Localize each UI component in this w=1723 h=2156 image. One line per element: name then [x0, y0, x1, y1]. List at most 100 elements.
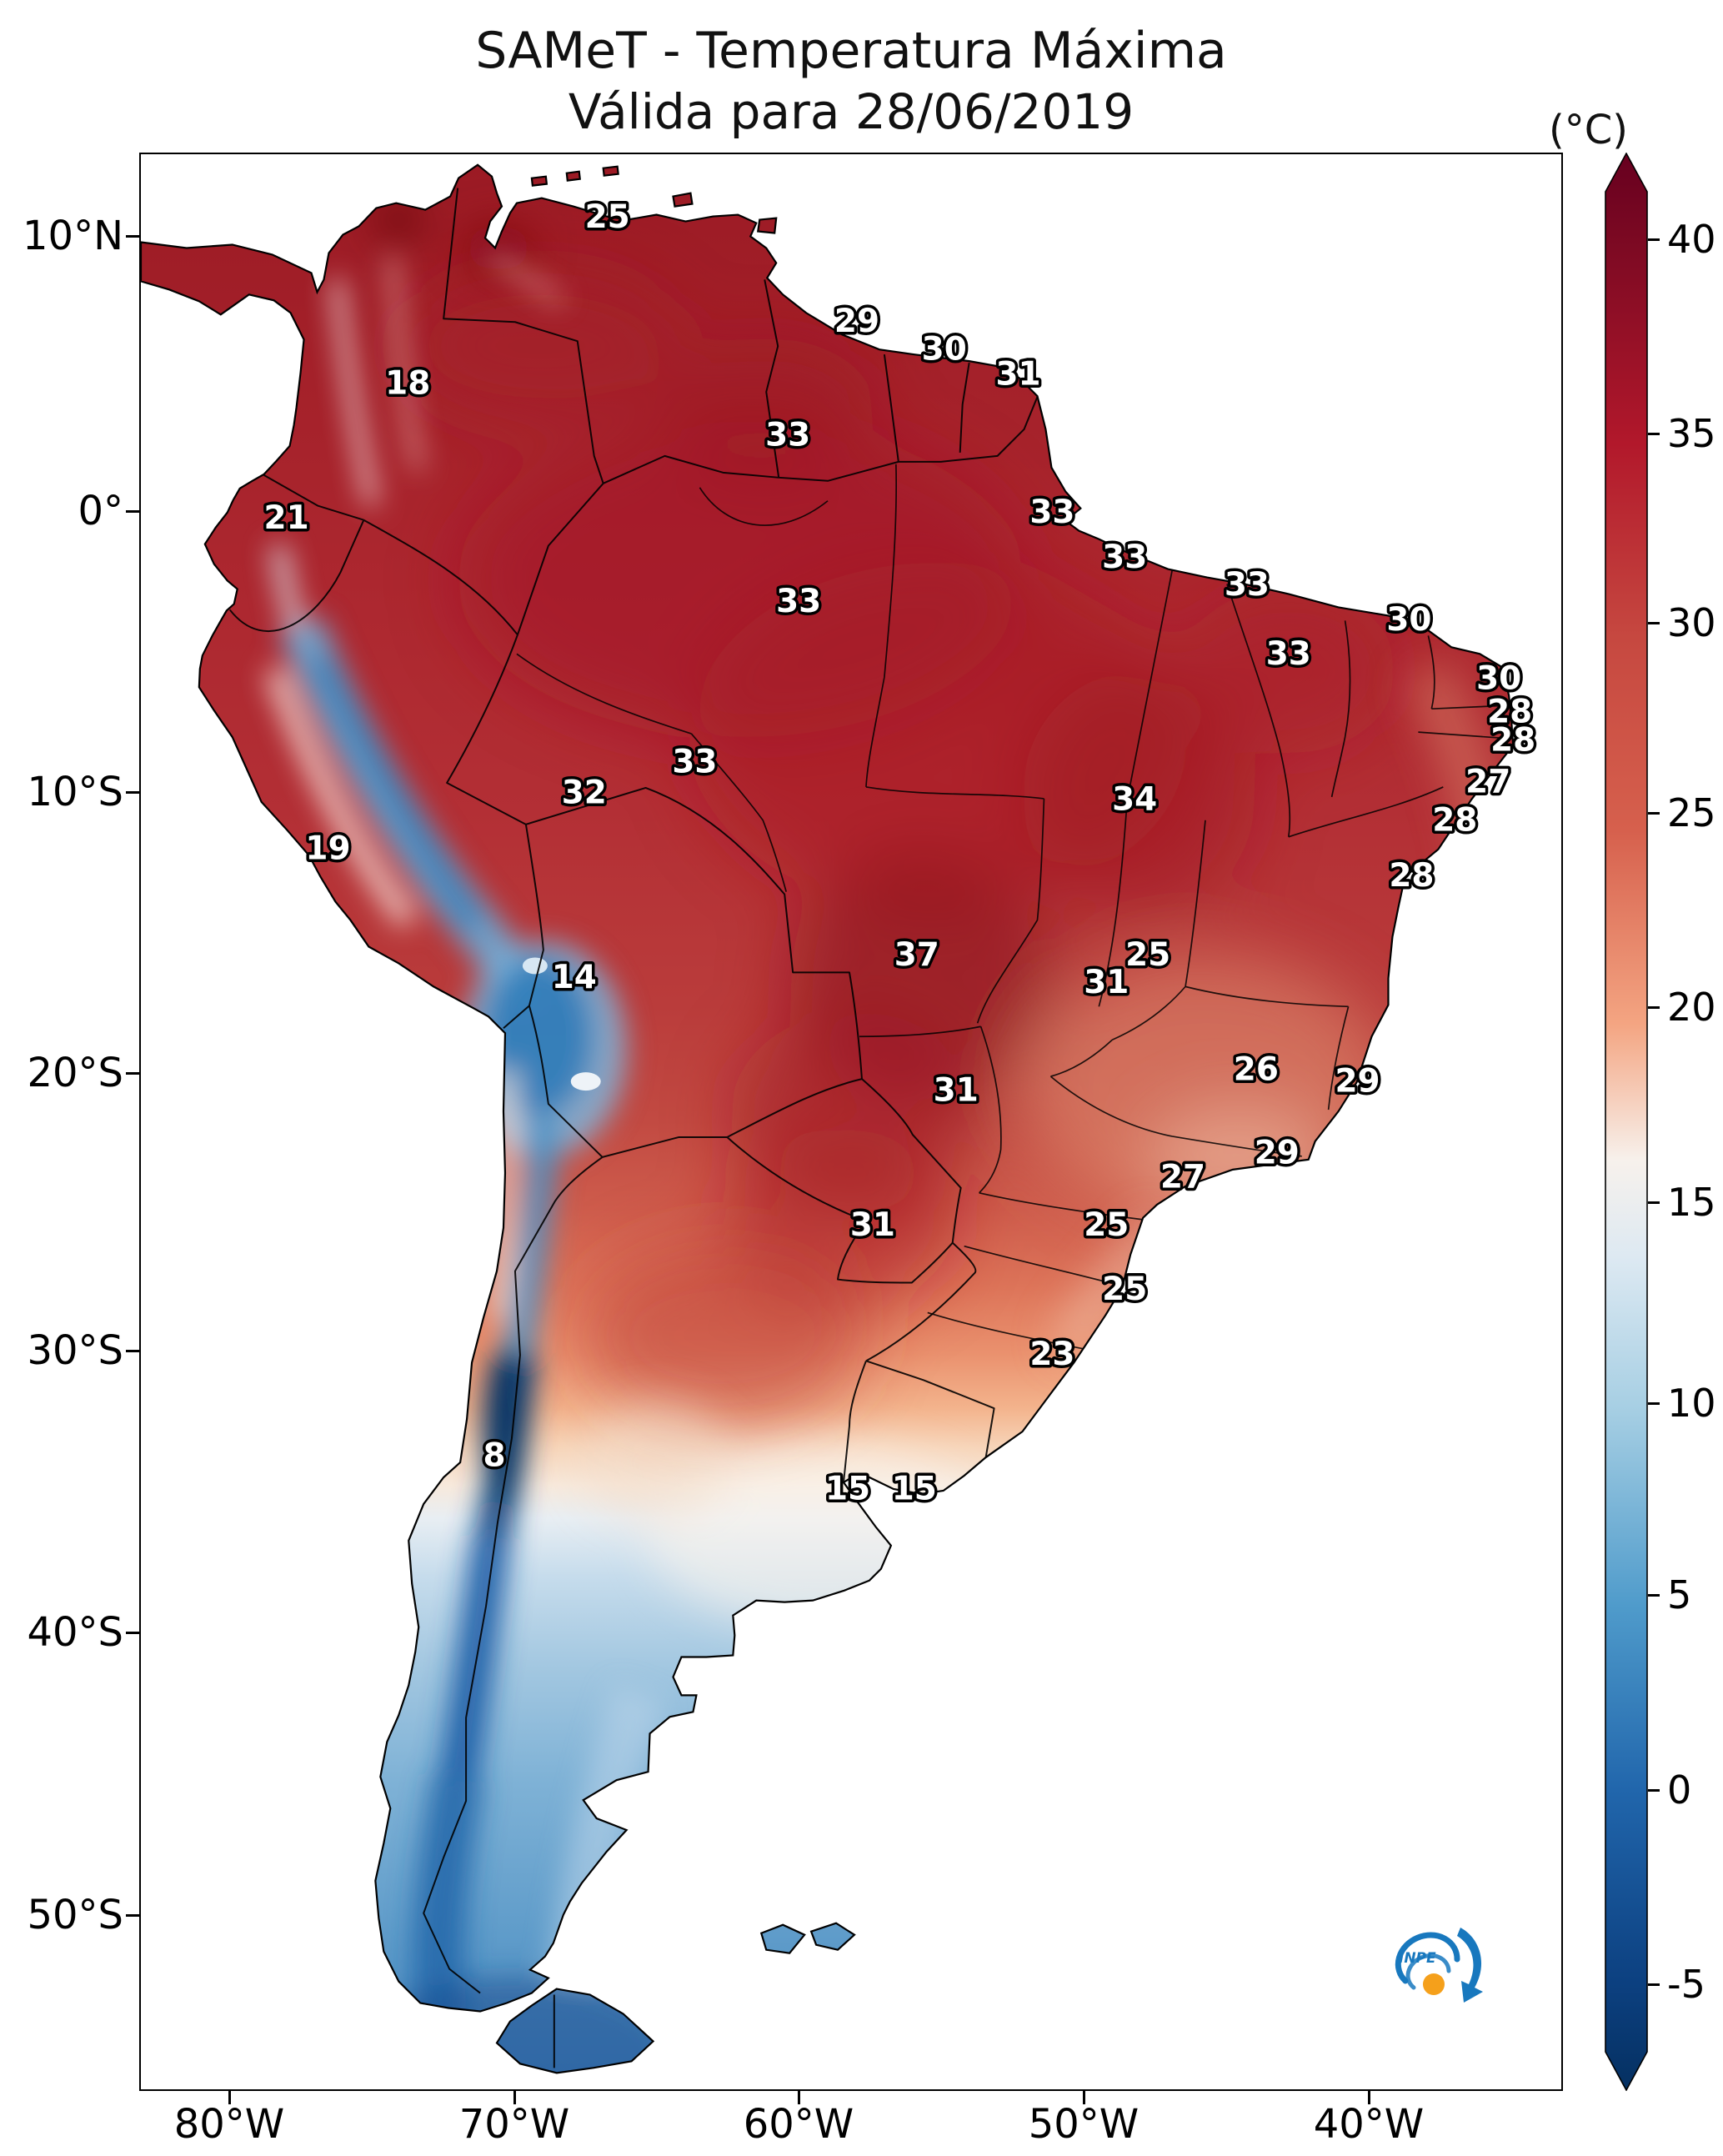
temperature-value-label: 19	[305, 830, 350, 867]
temperature-value-label: 31	[850, 1206, 895, 1244]
colorbar-tick-mark	[1648, 1401, 1660, 1405]
colorbar-tick-label: 30	[1667, 600, 1716, 645]
temperature-value-label: 28	[1490, 722, 1535, 760]
temperature-value-label: 28	[1389, 857, 1434, 895]
figure-title: SAMeT - Temperatura Máxima	[475, 22, 1227, 80]
colorbar-tick-mark	[1648, 1788, 1660, 1792]
temperature-value-label: 15	[825, 1470, 870, 1507]
temperature-value-label: 29	[1335, 1063, 1380, 1101]
colorbar-tick-mark	[1648, 432, 1660, 435]
temperature-value-label: 21	[264, 499, 309, 537]
map-plot-area: 25 29 30 31 18 33 21 33 33 33 33 30 33 30 28 28 27 33 32 34…	[139, 153, 1563, 2091]
x-axis-tick-mark	[228, 2091, 231, 2104]
temperature-value-label: 8	[483, 1437, 505, 1475]
y-axis-tick-mark	[126, 1631, 139, 1634]
temperature-value-label: 25	[1084, 1206, 1129, 1244]
temperature-value-label: 29	[834, 303, 879, 340]
colorbar-tick-mark	[1648, 621, 1660, 624]
country-borders	[228, 188, 1039, 2068]
temperature-value-label: 25	[1102, 1271, 1147, 1308]
y-axis-tick-label: 0°	[78, 488, 123, 534]
temperature-value-label: 14	[552, 959, 597, 996]
colorbar	[1605, 153, 1648, 2091]
y-axis-tick-label: 20°S	[27, 1050, 123, 1096]
x-axis-tick-label: 50°W	[1028, 2101, 1139, 2148]
colorbar-tick-label: 15	[1667, 1180, 1716, 1225]
y-axis-tick-label: 50°S	[27, 1892, 123, 1938]
colorbar-unit-label: (°C)	[1549, 107, 1628, 153]
y-axis-tick-label: 40°S	[27, 1609, 123, 1656]
temperature-value-label: 30	[1476, 660, 1521, 698]
temperature-value-label: 15	[892, 1470, 937, 1507]
temperature-value-label: 31	[1084, 964, 1129, 1001]
colorbar-tick-mark	[1648, 238, 1660, 241]
andes-cold-band	[264, 251, 674, 2073]
x-axis-tick-mark	[1082, 2091, 1085, 2104]
temperature-value-label: 23	[1029, 1336, 1074, 1373]
temperature-value-label: 34	[1112, 780, 1157, 818]
temperature-value-label: 26	[1234, 1051, 1279, 1089]
colorbar-tick-label: 40	[1667, 217, 1716, 262]
x-axis-tick-label: 60°W	[743, 2101, 854, 2148]
temperature-value-label: 31	[934, 1072, 979, 1110]
x-axis-tick-label: 80°W	[173, 2101, 285, 2148]
lake-titicaca	[522, 957, 548, 975]
x-axis-tick-mark	[513, 2091, 516, 2104]
x-axis-tick-mark	[797, 2091, 800, 2104]
figure-subtitle-date: Válida para 28/06/2019	[568, 83, 1134, 140]
colorbar-tick-label: 25	[1667, 790, 1716, 835]
temperature-value-label: 28	[1432, 801, 1477, 839]
salar-de-uyuni	[570, 1072, 601, 1091]
colorbar-tick-label: 0	[1667, 1767, 1692, 1813]
colorbar-tick-mark	[1648, 1593, 1660, 1597]
temperature-value-label: 27	[1465, 763, 1510, 800]
temperature-value-label: 25	[1125, 936, 1170, 974]
brazil-state-borders	[516, 464, 1512, 1351]
temperature-value-label: 27	[1160, 1158, 1205, 1196]
temperature-value-label: 31	[995, 356, 1040, 394]
temperature-value-label: 32	[562, 774, 607, 811]
y-axis-tick-label: 30°S	[27, 1327, 123, 1374]
colorbar-tick-label: 10	[1667, 1381, 1716, 1426]
y-axis-tick-mark	[126, 1349, 139, 1352]
colorbar-tick-mark	[1648, 1201, 1660, 1204]
temperature-value-label: 33	[765, 416, 810, 454]
temperature-value-label: 37	[894, 936, 939, 974]
y-axis-tick-mark	[126, 509, 139, 513]
temperature-value-label: 25	[585, 198, 630, 236]
temperature-value-label: 33	[1225, 566, 1270, 604]
colorbar-tick-label: 35	[1667, 411, 1716, 456]
temperature-value-label: 33	[776, 583, 821, 620]
temperature-value-label: 28	[1487, 694, 1532, 731]
temperature-value-label: 33	[1102, 539, 1147, 576]
colorbar-tick-mark	[1648, 1005, 1660, 1009]
inpe-logo: INPE	[1395, 1928, 1483, 2003]
colorbar-tick-label: -5	[1667, 1962, 1705, 2007]
y-axis-tick-mark	[126, 234, 139, 238]
x-axis-tick-mark	[1367, 2091, 1370, 2104]
colorbar-tick-label: 20	[1667, 985, 1716, 1030]
temperature-field	[141, 164, 1514, 2073]
y-axis-tick-label: 10°N	[23, 213, 123, 259]
colorbar-gradient	[1605, 153, 1648, 2091]
temperature-value-label: 33	[1266, 635, 1311, 673]
logo-text: INPE	[1399, 1950, 1436, 1967]
logo-arrow	[1457, 1928, 1483, 2003]
x-axis-tick-label: 40°W	[1313, 2101, 1425, 2148]
temperature-value-label: 29	[1255, 1134, 1300, 1171]
y-axis-tick-mark	[126, 1913, 139, 1917]
temperature-value-label: 30	[1386, 601, 1431, 639]
temperature-value-label: 30	[922, 331, 967, 369]
temperature-value-label: 18	[385, 365, 430, 403]
temperature-value-label: 33	[1029, 494, 1074, 531]
temperature-value-label: 33	[672, 744, 717, 781]
colorbar-tick-label: 5	[1667, 1572, 1692, 1617]
x-axis-tick-label: 70°W	[458, 2101, 570, 2148]
y-axis-tick-label: 10°S	[27, 769, 123, 815]
y-axis-tick-mark	[126, 790, 139, 794]
colorbar-tick-mark	[1648, 811, 1660, 815]
y-axis-tick-mark	[126, 1071, 139, 1075]
logo-orange-dot	[1423, 1973, 1445, 1995]
